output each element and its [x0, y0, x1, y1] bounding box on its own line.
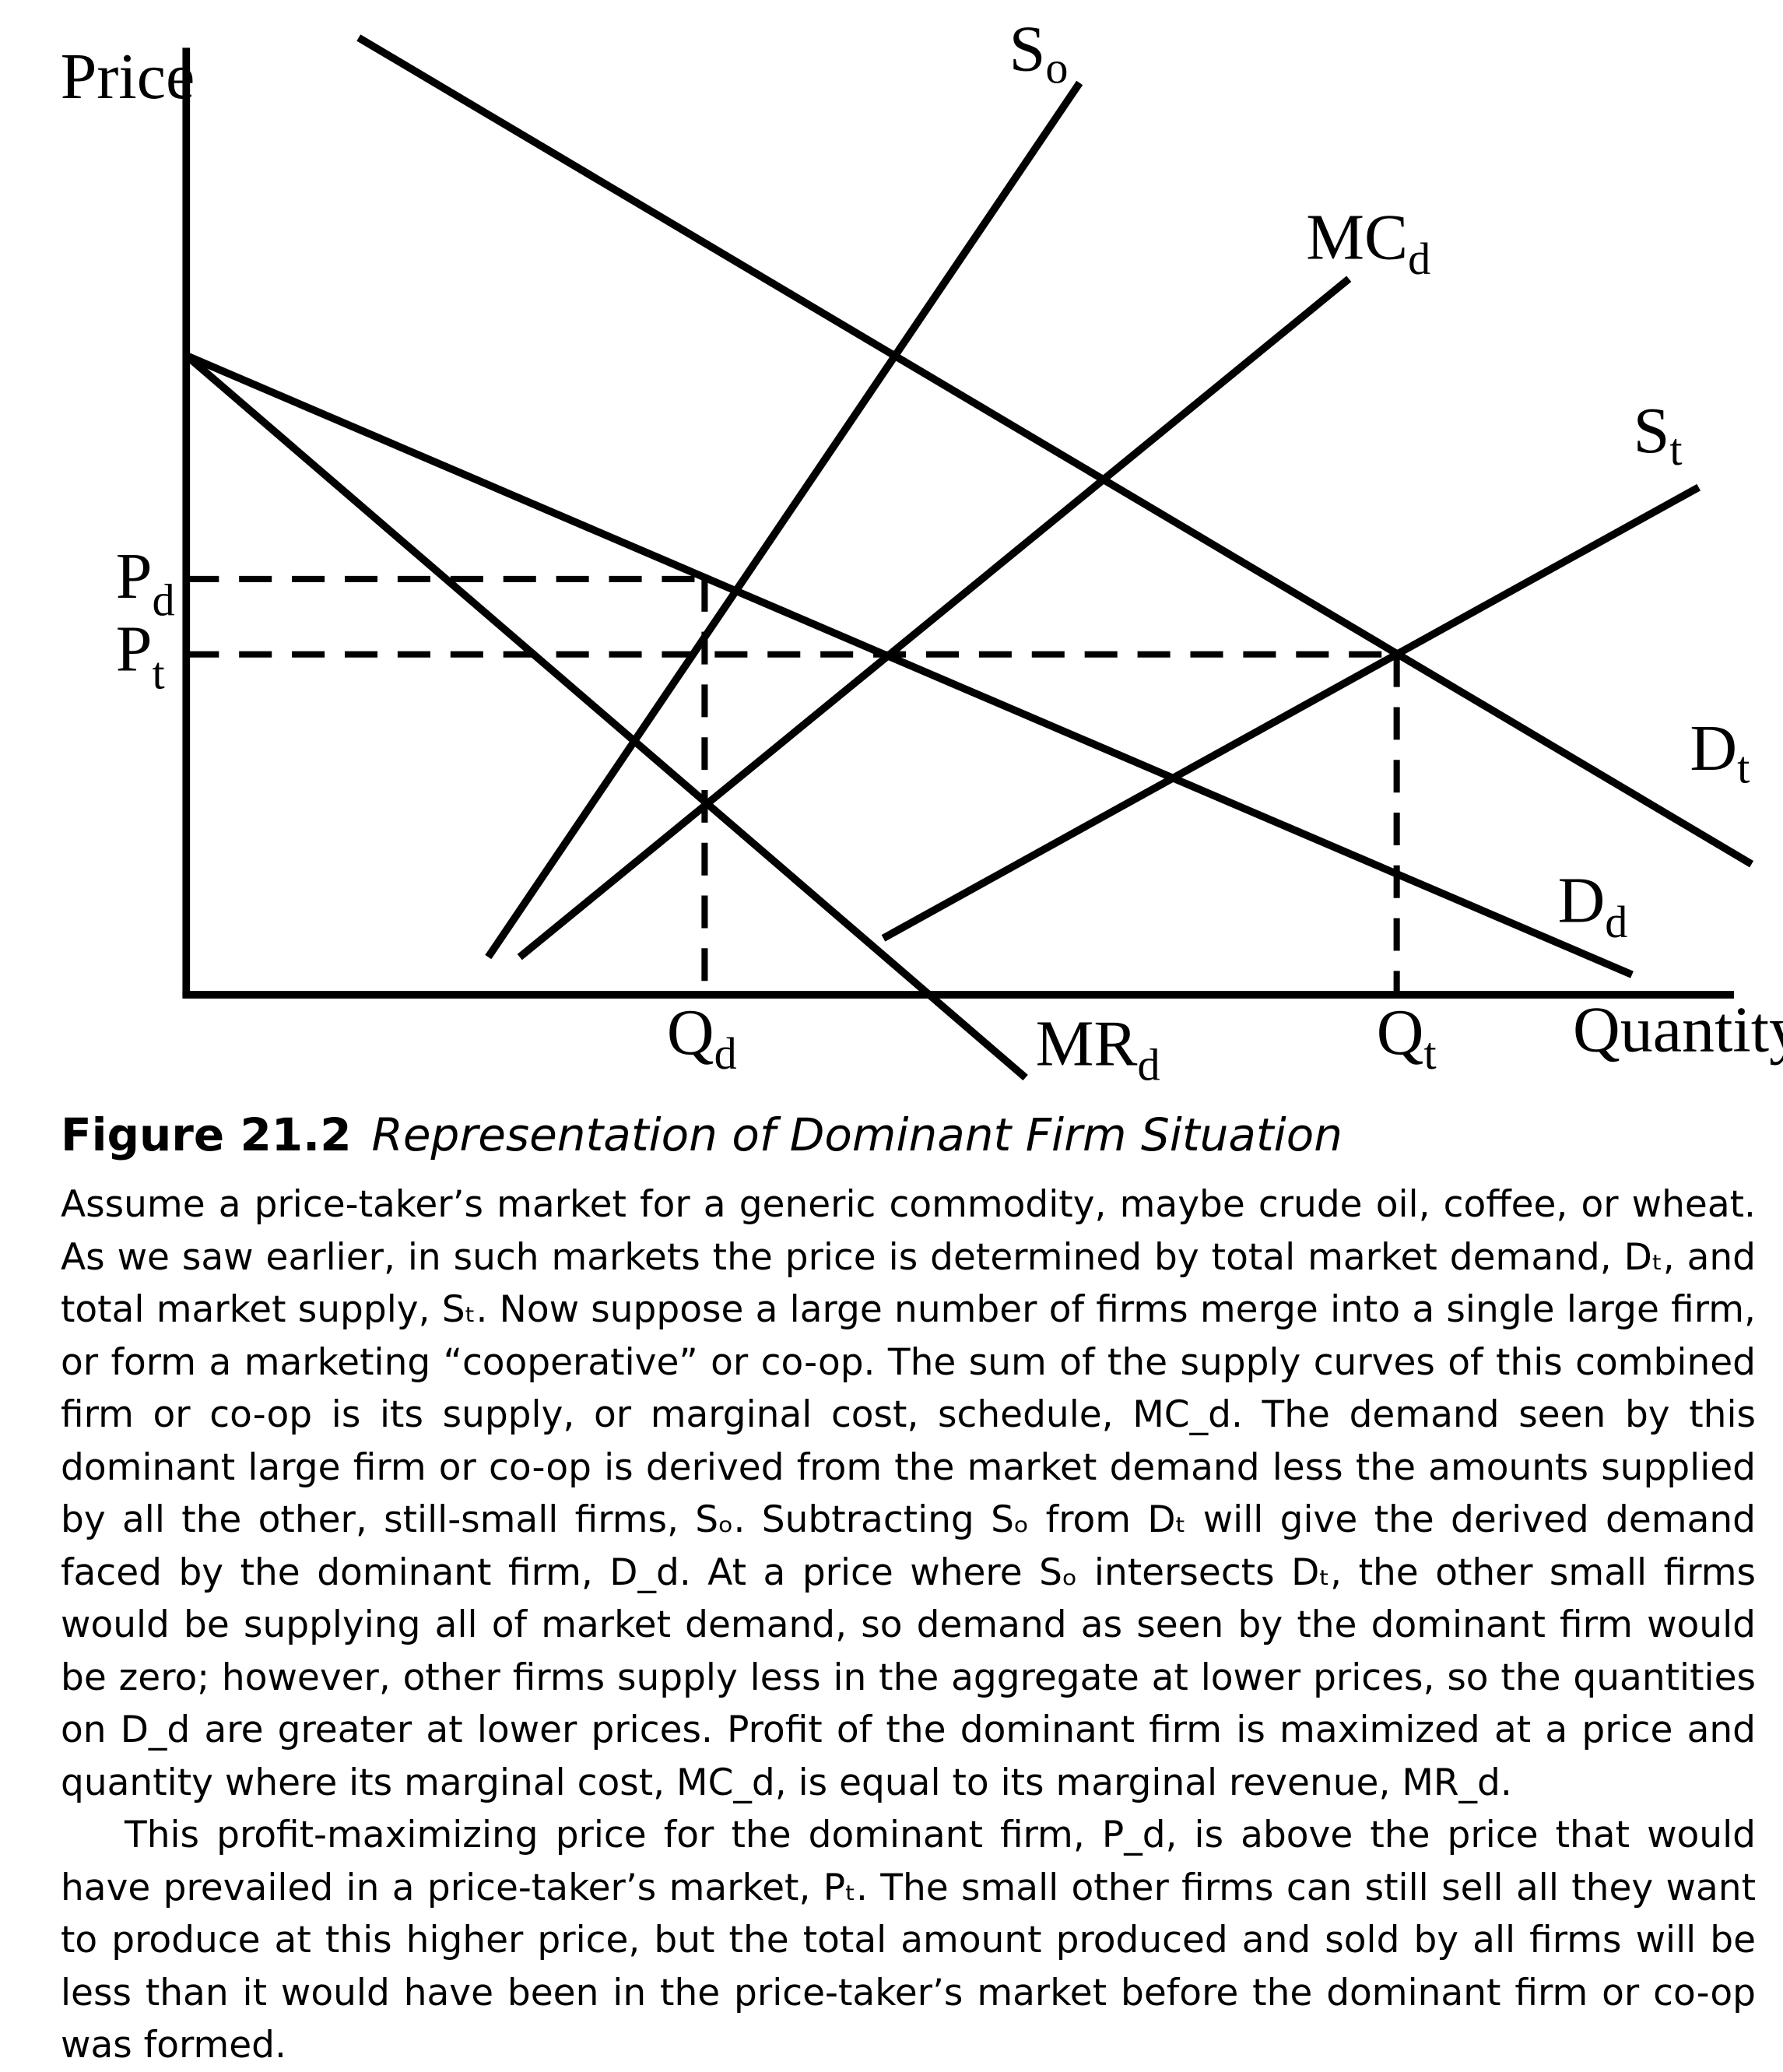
tick-label-pd-main: P: [116, 540, 153, 613]
curve-label-mrd-main: MR: [1036, 1007, 1138, 1080]
curve-so: [485, 80, 1083, 960]
x-axis-label: Quantity: [1573, 994, 1783, 1066]
curve-label-st: St: [1634, 395, 1683, 475]
caption-paragraph-2: This profit-maximizing price for the dom…: [61, 1814, 1756, 2067]
curve-label-mrd-sub: d: [1137, 1040, 1160, 1090]
tick-label-pt-main: P: [116, 613, 153, 686]
figure-title: Figure 21.2 Representation of Dominant Fi…: [61, 1105, 1756, 1164]
tick-label-pt-sub: t: [153, 648, 165, 698]
curve-label-dt: Dt: [1690, 712, 1750, 792]
curves: [184, 34, 1754, 1081]
curve-label-st-main: S: [1634, 395, 1670, 467]
curve-label-so-main: S: [1009, 12, 1046, 85]
tick-label-qd-sub: d: [714, 1028, 737, 1079]
curve-label-so: So: [1009, 12, 1069, 93]
curve-mrd: [184, 352, 1028, 1081]
figure-name: Representation of Dominant Firm Situatio…: [371, 1108, 1343, 1161]
curve-label-dd-main: D: [1558, 864, 1606, 936]
reference-lines: [186, 575, 1400, 992]
caption-paragraph-1: Assume a price-taker’s market for a gene…: [61, 1183, 1756, 1804]
dominant-firm-chart: Price Quantity Pd Pt Qd Qt So MCd St Dt …: [61, 12, 1783, 1090]
tick-label-qd-main: Q: [667, 996, 714, 1069]
curve-label-mcd: MCd: [1306, 201, 1430, 283]
curve-mcd: [517, 276, 1352, 960]
curve-dt: [356, 34, 1754, 868]
figure-number: Figure 21.2: [61, 1108, 352, 1161]
curve-label-dt-main: D: [1690, 712, 1737, 785]
tick-label-qt: Qt: [1377, 996, 1437, 1079]
curve-label-dt-sub: t: [1737, 742, 1750, 792]
tick-label-qt-main: Q: [1377, 996, 1424, 1069]
tick-label-pt: Pt: [116, 613, 165, 699]
curve-label-so-sub: o: [1045, 43, 1068, 93]
tick-label-pd: Pd: [116, 540, 175, 626]
tick-label-pd-sub: d: [153, 575, 175, 626]
tick-label-qt-sub: t: [1423, 1028, 1436, 1079]
curve-label-dd: Dd: [1558, 864, 1628, 946]
y-axis-label: Price: [61, 40, 195, 113]
curve-label-mcd-main: MC: [1306, 201, 1408, 273]
figure-caption: Figure 21.2 Representation of Dominant Fi…: [61, 1105, 1756, 2072]
curve-dd: [184, 352, 1634, 978]
curve-label-mcd-sub: d: [1408, 234, 1430, 284]
curve-st: [881, 483, 1701, 942]
curve-label-dd-sub: d: [1605, 897, 1627, 947]
curve-label-mrd: MRd: [1036, 1007, 1160, 1090]
tick-label-qd: Qd: [667, 996, 737, 1079]
curve-label-st-sub: t: [1669, 424, 1682, 475]
